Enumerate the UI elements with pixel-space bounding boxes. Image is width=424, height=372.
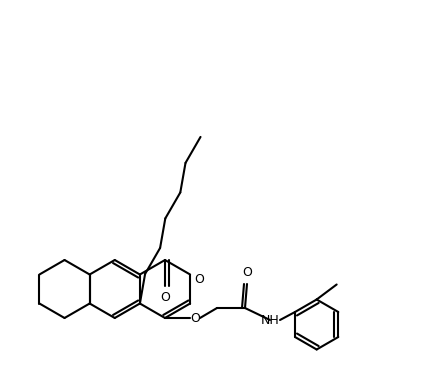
Text: NH: NH	[261, 314, 279, 327]
Text: O: O	[194, 273, 204, 286]
Text: O: O	[190, 311, 200, 324]
Text: O: O	[160, 291, 170, 304]
Text: O: O	[242, 266, 252, 279]
